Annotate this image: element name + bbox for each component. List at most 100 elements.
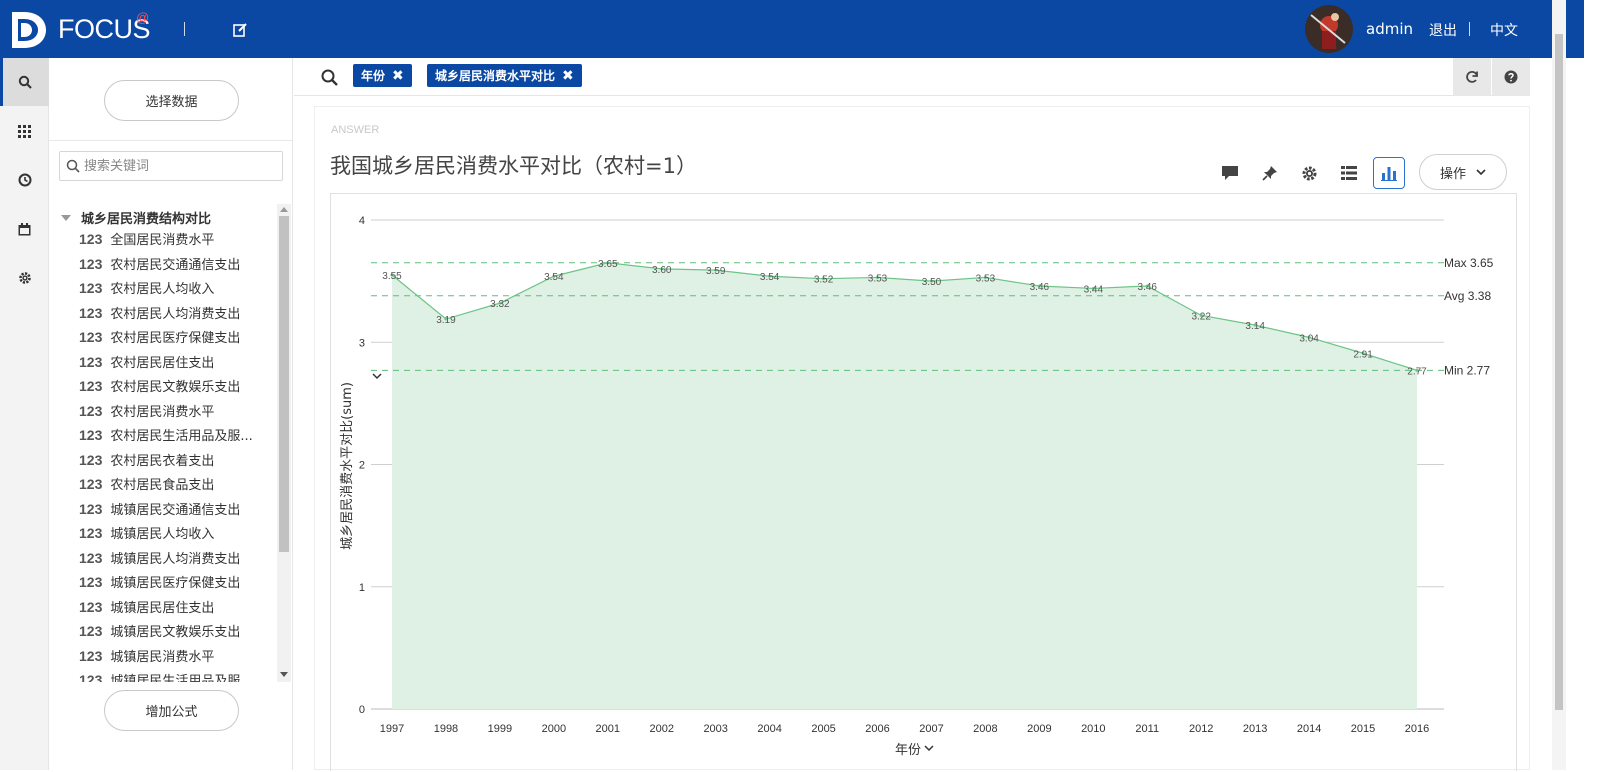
numeric-type-icon: 123: [79, 598, 103, 615]
chevron-down-icon[interactable]: [372, 373, 382, 380]
data-label: 2.91: [1353, 349, 1373, 360]
search-chip-year[interactable]: 年份 ✖: [353, 64, 412, 87]
field-item[interactable]: 123 城镇居民消费水平: [79, 646, 269, 668]
field-item[interactable]: 123 城镇居民文教娱乐支出: [79, 621, 269, 643]
field-item[interactable]: 123 农村居民文教娱乐支出: [79, 376, 269, 398]
chart-view-button[interactable]: [1373, 157, 1405, 189]
data-point[interactable]: [1145, 284, 1149, 288]
scroll-up-icon[interactable]: [280, 207, 288, 212]
data-point[interactable]: [929, 279, 933, 283]
x-axis-label[interactable]: 年份: [895, 743, 921, 758]
comment-button[interactable]: [1214, 157, 1246, 189]
data-point[interactable]: [1307, 335, 1311, 339]
x-tick-label: 2014: [1297, 723, 1321, 735]
field-item[interactable]: 123 农村居民医疗保健支出: [79, 327, 269, 349]
data-point[interactable]: [768, 274, 772, 278]
nav-search[interactable]: [0, 58, 49, 106]
data-point[interactable]: [714, 268, 718, 272]
nav-calendar[interactable]: [0, 205, 49, 253]
add-formula-button[interactable]: 增加公式: [104, 690, 239, 731]
search-chip-measure[interactable]: 城乡居民消费水平对比 ✖: [427, 64, 582, 87]
user-avatar[interactable]: [1305, 5, 1353, 53]
data-label: 3.46: [1138, 282, 1158, 293]
scrollbar-thumb[interactable]: [1555, 34, 1563, 710]
field-item[interactable]: 123 城镇居民人均消费支出: [79, 548, 269, 570]
area-chart[interactable]: 0 1 2 3 4 Max 3.65 Avg 3.38 Min 2.77 3.55 1997 3.1…: [331, 194, 1518, 772]
field-item[interactable]: 123 城镇居民交通通信支出: [79, 499, 269, 521]
field-item[interactable]: 123 农村居民生活用品及服...: [79, 425, 269, 447]
field-item[interactable]: 123 城镇居民生活用品及服...: [79, 670, 269, 682]
field-item[interactable]: 123 全国居民消费水平: [79, 229, 269, 251]
field-item[interactable]: 123 农村居民人均收入: [79, 278, 269, 300]
nav-apps[interactable]: [0, 107, 49, 155]
page-scrollbar[interactable]: [1552, 0, 1566, 770]
numeric-type-icon: 123: [79, 402, 103, 419]
top-bar: FOCUS @ admin 退出 中文: [0, 0, 1584, 58]
field-group-header[interactable]: 城乡居民消费结构对比: [61, 208, 211, 227]
y-tick-label: 1: [359, 582, 365, 594]
field-label: 农村居民医疗保健支出: [110, 331, 241, 346]
data-point[interactable]: [876, 275, 880, 279]
field-label: 城镇居民消费水平: [110, 649, 215, 665]
field-item[interactable]: 123 农村居民食品支出: [79, 474, 269, 496]
y-tick-label: 4: [359, 215, 365, 227]
field-item[interactable]: 123 城镇居民医疗保健支出: [79, 572, 269, 594]
y-axis-label[interactable]: 城乡居民消费水平对比(sum): [340, 382, 355, 550]
data-point[interactable]: [1361, 351, 1365, 355]
operations-button[interactable]: 操作: [1419, 154, 1507, 190]
data-point[interactable]: [822, 277, 826, 281]
data-point[interactable]: [1199, 313, 1203, 317]
data-point[interactable]: [1253, 323, 1257, 327]
username[interactable]: admin: [1366, 20, 1413, 38]
field-list: 城乡居民消费结构对比 123 全国居民消费水平 123 农村居民交通通信支出 123 农村…: [49, 204, 277, 682]
edit-icon[interactable]: [232, 22, 248, 38]
close-icon[interactable]: ✖: [392, 67, 404, 84]
refresh-button[interactable]: [1453, 58, 1491, 96]
brand-name: FOCUS: [58, 14, 151, 44]
data-point[interactable]: [552, 274, 556, 278]
data-point[interactable]: [1091, 286, 1095, 290]
scroll-down-icon[interactable]: [280, 672, 288, 677]
series-line[interactable]: [391, 262, 1418, 371]
language-link[interactable]: 中文: [1490, 23, 1518, 39]
search-icon[interactable]: [321, 69, 338, 86]
select-data-button[interactable]: 选择数据: [104, 80, 239, 121]
chevron-down-icon: [1476, 168, 1486, 175]
keyword-search-input[interactable]: [84, 152, 274, 180]
data-point[interactable]: [660, 267, 664, 271]
data-point[interactable]: [1037, 284, 1041, 288]
data-point[interactable]: [606, 261, 610, 265]
nav-settings[interactable]: [0, 254, 49, 302]
field-item[interactable]: 123 城镇居民人均收入: [79, 523, 269, 545]
field-item[interactable]: 123 农村居民消费水平: [79, 401, 269, 423]
data-point[interactable]: [498, 301, 502, 305]
chevron-down-icon[interactable]: [924, 745, 934, 752]
data-label: 3.54: [760, 272, 780, 283]
field-item[interactable]: 123 农村居民人均消费支出: [79, 303, 269, 325]
close-icon[interactable]: ✖: [562, 67, 574, 84]
pin-button[interactable]: [1254, 157, 1286, 189]
search-icon: [66, 159, 80, 173]
field-label: 城镇居民人均消费支出: [110, 551, 241, 567]
data-point[interactable]: [390, 273, 394, 277]
table-view-button[interactable]: [1333, 157, 1365, 189]
logout-link[interactable]: 退出: [1429, 23, 1457, 39]
data-point[interactable]: [1415, 368, 1419, 372]
field-label: 农村居民衣着支出: [110, 453, 215, 469]
field-item[interactable]: 123 农村居民居住支出: [79, 352, 269, 374]
numeric-type-icon: 123: [79, 353, 103, 370]
focus-logo-icon[interactable]: [10, 10, 48, 50]
gear-icon: [18, 272, 31, 284]
field-item[interactable]: 123 城镇居民居住支出: [79, 597, 269, 619]
data-label: 3.60: [652, 265, 672, 276]
x-tick-label: 2006: [865, 723, 889, 735]
data-point[interactable]: [983, 275, 987, 279]
nav-history[interactable]: [0, 156, 49, 204]
field-item[interactable]: 123 农村居民衣着支出: [79, 450, 269, 472]
field-item[interactable]: 123 农村居民交通通信支出: [79, 254, 269, 276]
field-list-scrollbar[interactable]: [277, 204, 291, 682]
scrollbar-thumb[interactable]: [279, 216, 289, 552]
help-button[interactable]: [1492, 58, 1530, 96]
settings-button[interactable]: [1293, 157, 1325, 189]
data-point[interactable]: [444, 317, 448, 321]
